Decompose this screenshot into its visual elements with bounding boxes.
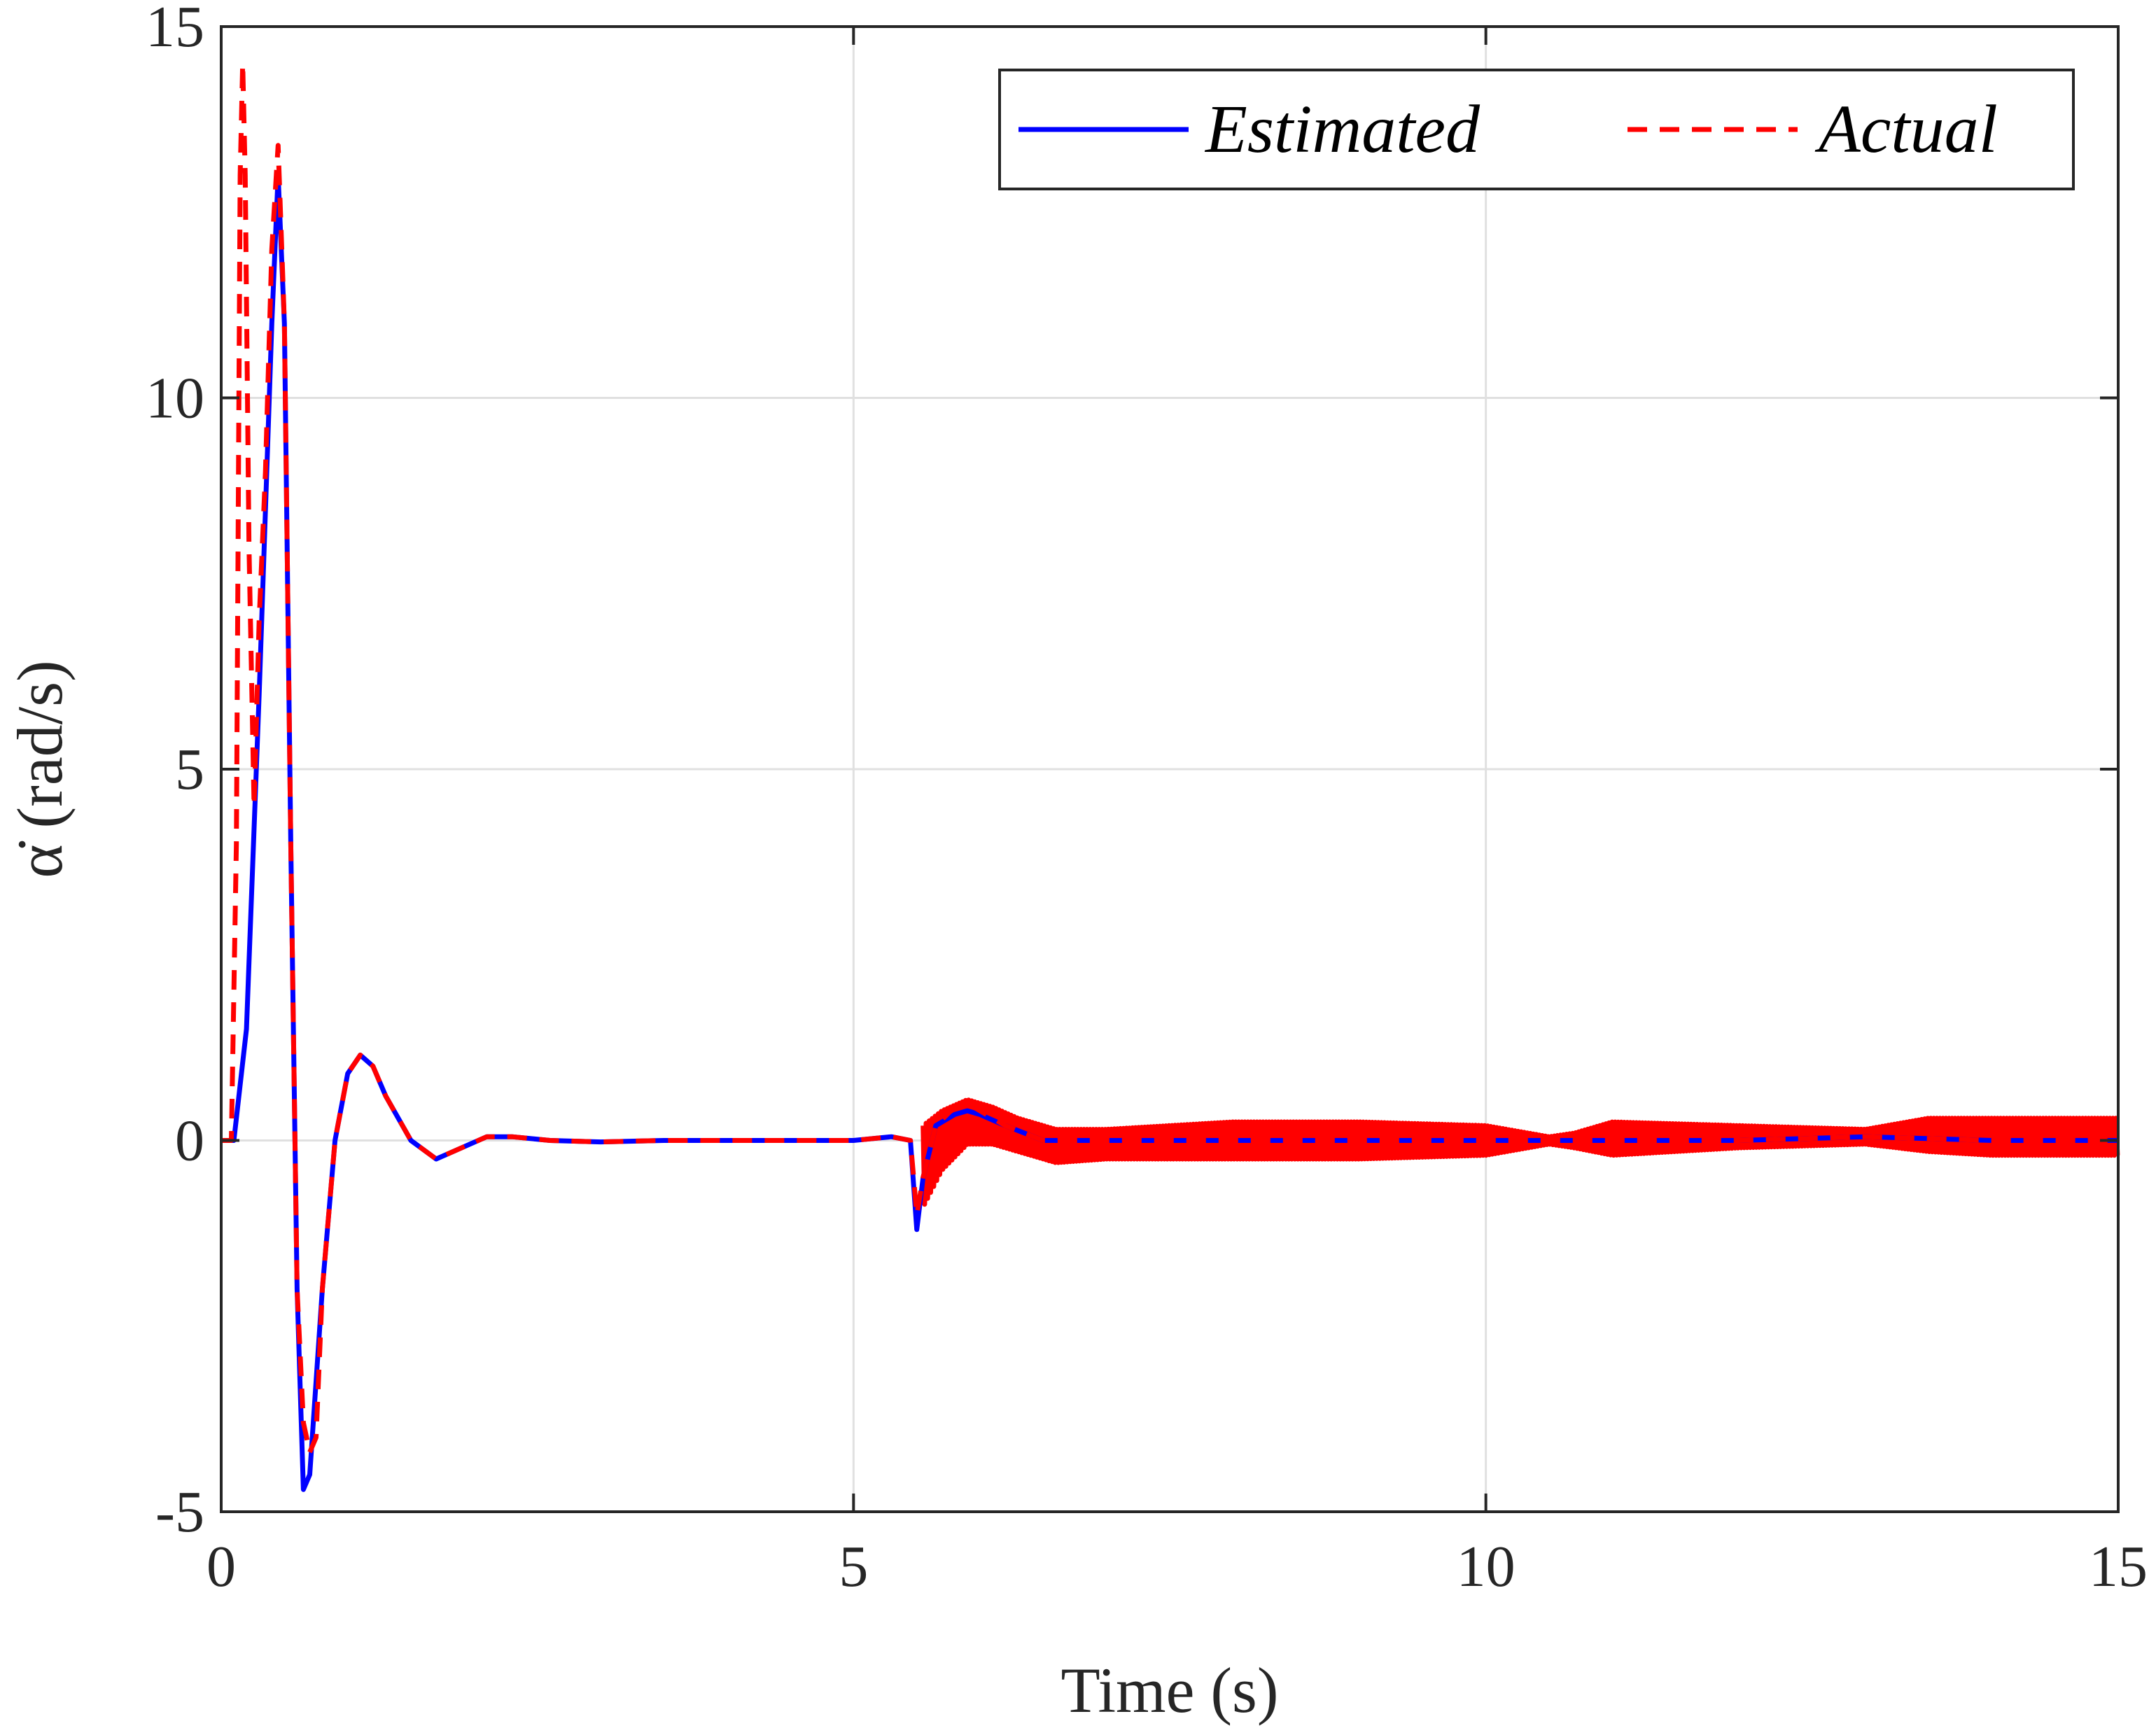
legend-label-actual: Actual [1814, 92, 1998, 167]
y-tick-label: 0 [175, 1109, 204, 1174]
x-tick-label: 15 [2089, 1534, 2148, 1599]
x-tick-label: 10 [1457, 1534, 1516, 1599]
x-axis-label: Time (s) [1061, 1655, 1279, 1726]
legend-label-estimated: Estimated [1204, 92, 1480, 167]
legend: Estimated Actual [998, 69, 2075, 190]
series-lines [221, 61, 2118, 1492]
x-tick-label: 0 [206, 1534, 236, 1599]
y-axis-label: α̇ (rad/s) [4, 660, 76, 878]
y-tick-label: 10 [146, 366, 204, 431]
y-tick-label: 5 [175, 737, 204, 802]
series-actual-line [221, 61, 2118, 1455]
y-tick-label: 15 [146, 0, 204, 59]
y-tick-label: -5 [155, 1480, 204, 1545]
x-tick-label: 5 [839, 1534, 868, 1599]
